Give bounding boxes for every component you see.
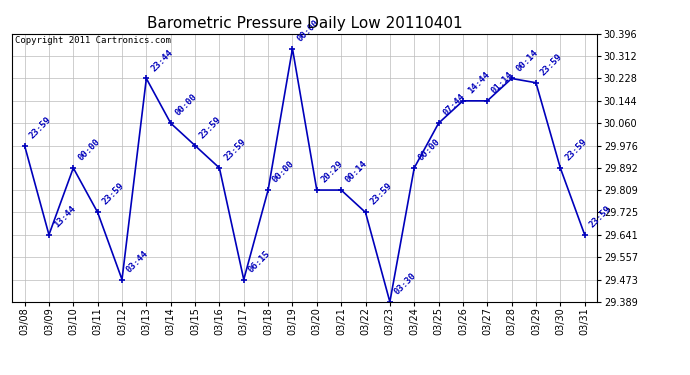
Text: 00:00: 00:00 [173,92,199,118]
Text: 13:44: 13:44 [52,204,77,229]
Text: 00:00: 00:00 [417,137,442,162]
Text: 00:00: 00:00 [295,18,321,43]
Text: 00:14: 00:14 [515,48,540,73]
Text: 07:44: 07:44 [442,92,466,118]
Text: 06:15: 06:15 [246,249,272,274]
Text: 00:00: 00:00 [271,159,296,184]
Text: 23:59: 23:59 [539,52,564,77]
Text: Copyright 2011 Cartronics.com: Copyright 2011 Cartronics.com [15,36,171,45]
Text: 01:14: 01:14 [490,70,515,95]
Text: 23:59: 23:59 [198,115,223,140]
Text: 23:59: 23:59 [222,137,248,162]
Text: 14:44: 14:44 [466,70,491,95]
Text: 23:44: 23:44 [149,48,175,73]
Text: 03:30: 03:30 [393,271,418,296]
Text: 23:59: 23:59 [368,182,394,207]
Text: 23:59: 23:59 [563,137,589,162]
Text: 23:59: 23:59 [101,182,126,207]
Text: 23:59: 23:59 [587,204,613,229]
Text: 00:00: 00:00 [76,137,101,162]
Text: 00:14: 00:14 [344,159,369,184]
Text: 03:44: 03:44 [125,249,150,274]
Text: 23:59: 23:59 [28,115,52,140]
Text: 20:29: 20:29 [319,159,345,184]
Title: Barometric Pressure Daily Low 20110401: Barometric Pressure Daily Low 20110401 [147,16,462,31]
